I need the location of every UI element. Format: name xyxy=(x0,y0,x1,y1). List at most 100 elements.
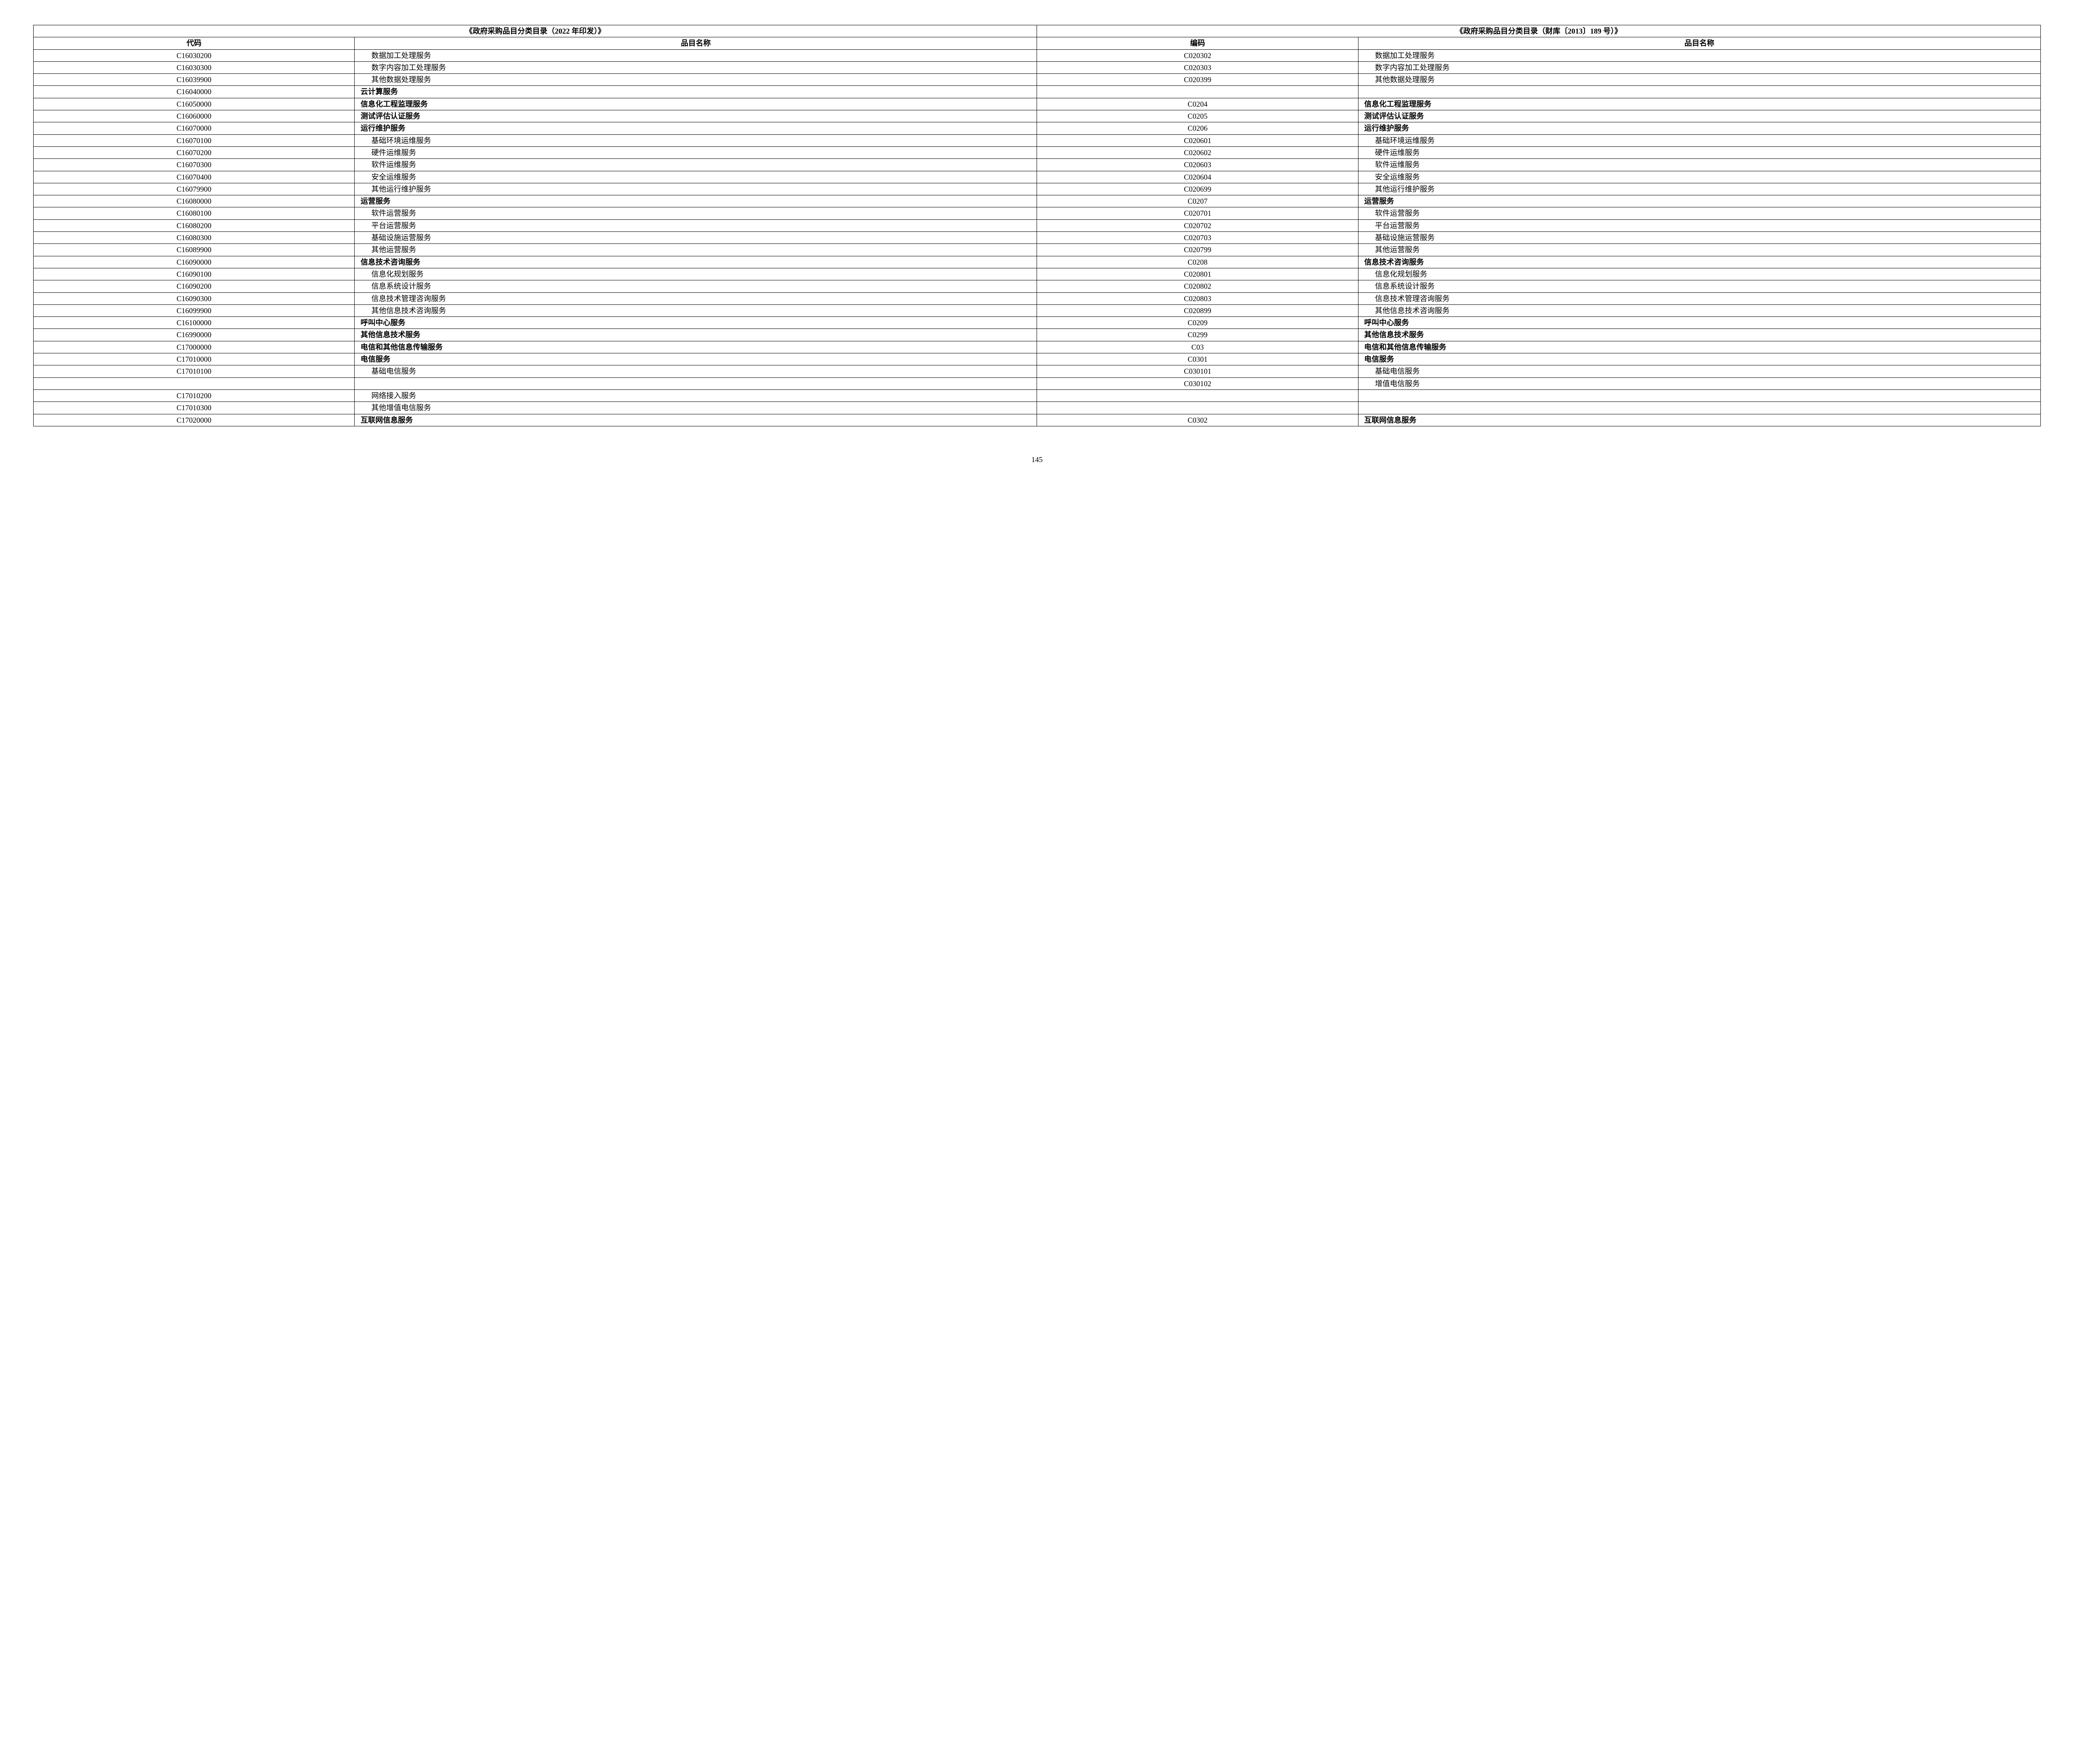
name-left-cell: 信息技术管理咨询服务 xyxy=(355,292,1037,304)
name-right-cell: 信息化规划服务 xyxy=(1358,268,2040,280)
name-left-cell: 其他数据处理服务 xyxy=(355,74,1037,86)
name-right-cell: 其他运行维护服务 xyxy=(1358,183,2040,195)
name-left-cell: 呼叫中心服务 xyxy=(355,317,1037,329)
table-row: C17010000电信服务C0301电信服务 xyxy=(34,353,2041,365)
code-right-cell: C0204 xyxy=(1037,98,1358,110)
name-right-cell: 运行维护服务 xyxy=(1358,122,2040,134)
code-right-cell: C0206 xyxy=(1037,122,1358,134)
table-row: C16080300基础设施运营服务C020703基础设施运营服务 xyxy=(34,232,2041,244)
code-right-cell: C020899 xyxy=(1037,304,1358,316)
name-left-cell: 基础环境运维服务 xyxy=(355,134,1037,146)
name-right-cell xyxy=(1358,86,2040,98)
name-left-cell: 软件运营服务 xyxy=(355,207,1037,219)
code-right-cell: C0208 xyxy=(1037,256,1358,268)
name-right-cell: 基础电信服务 xyxy=(1358,365,2040,377)
code-right-cell: C020699 xyxy=(1037,183,1358,195)
name-right-cell: 运营服务 xyxy=(1358,195,2040,207)
table-row: C16039900其他数据处理服务C020399其他数据处理服务 xyxy=(34,74,2041,86)
code-right-cell xyxy=(1037,402,1358,414)
name-right-cell: 硬件运维服务 xyxy=(1358,146,2040,158)
code-right-cell: C020702 xyxy=(1037,219,1358,231)
code-right-cell: C020604 xyxy=(1037,171,1358,183)
code-left-cell: C16089900 xyxy=(34,244,355,256)
table-header: 《政府采购品目分类目录（2022 年印发）》 《政府采购品目分类目录（财库〔20… xyxy=(34,25,2041,50)
page-number: 145 xyxy=(33,455,2041,464)
name-left-cell: 基础设施运营服务 xyxy=(355,232,1037,244)
code-left-cell: C17020000 xyxy=(34,414,355,426)
table-row: C16080200平台运营服务C020702平台运营服务 xyxy=(34,219,2041,231)
name-right-cell: 数据加工处理服务 xyxy=(1358,49,2040,61)
name-left-cell: 信息技术咨询服务 xyxy=(355,256,1037,268)
code-right-cell: C020602 xyxy=(1037,146,1358,158)
code-left-cell: C16079900 xyxy=(34,183,355,195)
code-right-cell: C020603 xyxy=(1037,159,1358,171)
name-left-cell: 数据加工处理服务 xyxy=(355,49,1037,61)
code-right-cell xyxy=(1037,389,1358,401)
code-left-cell: C16070400 xyxy=(34,171,355,183)
name-left-cell: 运行维护服务 xyxy=(355,122,1037,134)
code-right-cell: C0302 xyxy=(1037,414,1358,426)
code-left-cell: C16099900 xyxy=(34,304,355,316)
table-row: C16050000信息化工程监理服务C0204信息化工程监理服务 xyxy=(34,98,2041,110)
name-right-cell: 基础环境运维服务 xyxy=(1358,134,2040,146)
code-left-cell: C16060000 xyxy=(34,110,355,122)
table-row: C16990000其他信息技术服务C0299其他信息技术服务 xyxy=(34,329,2041,341)
table-row: C17010100基础电信服务C030101基础电信服务 xyxy=(34,365,2041,377)
table-row: C16090300信息技术管理咨询服务C020803信息技术管理咨询服务 xyxy=(34,292,2041,304)
name-right-cell: 电信和其他信息传输服务 xyxy=(1358,341,2040,353)
code-left-cell: C16080100 xyxy=(34,207,355,219)
code-right-cell: C0301 xyxy=(1037,353,1358,365)
name-right-cell: 互联网信息服务 xyxy=(1358,414,2040,426)
table-row: C17010200网络接入服务 xyxy=(34,389,2041,401)
table-row: C16030200数据加工处理服务C020302数据加工处理服务 xyxy=(34,49,2041,61)
table-row: C16099900其他信息技术咨询服务C020899其他信息技术咨询服务 xyxy=(34,304,2041,316)
code-right-cell: C03 xyxy=(1037,341,1358,353)
code-left-cell: C16070300 xyxy=(34,159,355,171)
code-left-cell: C16100000 xyxy=(34,317,355,329)
code-right-cell: C0209 xyxy=(1037,317,1358,329)
name-right-cell xyxy=(1358,389,2040,401)
code-right-cell xyxy=(1037,86,1358,98)
code-right-cell: C0205 xyxy=(1037,110,1358,122)
code-right-cell: C020802 xyxy=(1037,280,1358,292)
name-left-cell: 信息系统设计服务 xyxy=(355,280,1037,292)
code-left-cell: C17000000 xyxy=(34,341,355,353)
name-right-cell: 其他运营服务 xyxy=(1358,244,2040,256)
name-right-cell: 信息技术管理咨询服务 xyxy=(1358,292,2040,304)
code-left-cell xyxy=(34,377,355,389)
code-left-cell: C17010000 xyxy=(34,353,355,365)
code-right-cell: C020799 xyxy=(1037,244,1358,256)
code-left-cell: C16990000 xyxy=(34,329,355,341)
table-row: C030102增值电信服务 xyxy=(34,377,2041,389)
table-body: C16030200数据加工处理服务C020302数据加工处理服务C1603030… xyxy=(34,49,2041,426)
name-left-cell: 安全运维服务 xyxy=(355,171,1037,183)
code-left-cell: C16080000 xyxy=(34,195,355,207)
table-row: C16040000云计算服务 xyxy=(34,86,2041,98)
name-left-cell: 基础电信服务 xyxy=(355,365,1037,377)
table-row: C16089900其他运营服务C020799其他运营服务 xyxy=(34,244,2041,256)
table-row: C16080100软件运营服务C020701软件运营服务 xyxy=(34,207,2041,219)
table-row: C16079900其他运行维护服务C020699其他运行维护服务 xyxy=(34,183,2041,195)
table-row: C16060000测试评估认证服务C0205测试评估认证服务 xyxy=(34,110,2041,122)
table-row: C16080000运营服务C0207运营服务 xyxy=(34,195,2041,207)
code-left-cell: C16090000 xyxy=(34,256,355,268)
code-left-cell: C16040000 xyxy=(34,86,355,98)
name-left-cell: 其他信息技术咨询服务 xyxy=(355,304,1037,316)
table-row: C17000000电信和其他信息传输服务C03电信和其他信息传输服务 xyxy=(34,341,2041,353)
name-right-cell: 增值电信服务 xyxy=(1358,377,2040,389)
name-left-cell: 其他运营服务 xyxy=(355,244,1037,256)
code-left-cell: C17010200 xyxy=(34,389,355,401)
name-left-cell: 信息化工程监理服务 xyxy=(355,98,1037,110)
name-left-cell: 云计算服务 xyxy=(355,86,1037,98)
code-right-cell: C020701 xyxy=(1037,207,1358,219)
code-left-cell: C16030200 xyxy=(34,49,355,61)
code-right-cell: C030102 xyxy=(1037,377,1358,389)
name-right-cell: 呼叫中心服务 xyxy=(1358,317,2040,329)
header-code-right: 编码 xyxy=(1037,37,1358,49)
name-left-cell xyxy=(355,377,1037,389)
header-group-left: 《政府采购品目分类目录（2022 年印发）》 xyxy=(34,25,1037,37)
table-row: C16100000呼叫中心服务C0209呼叫中心服务 xyxy=(34,317,2041,329)
name-left-cell: 硬件运维服务 xyxy=(355,146,1037,158)
name-left-cell: 电信和其他信息传输服务 xyxy=(355,341,1037,353)
code-right-cell: C0207 xyxy=(1037,195,1358,207)
